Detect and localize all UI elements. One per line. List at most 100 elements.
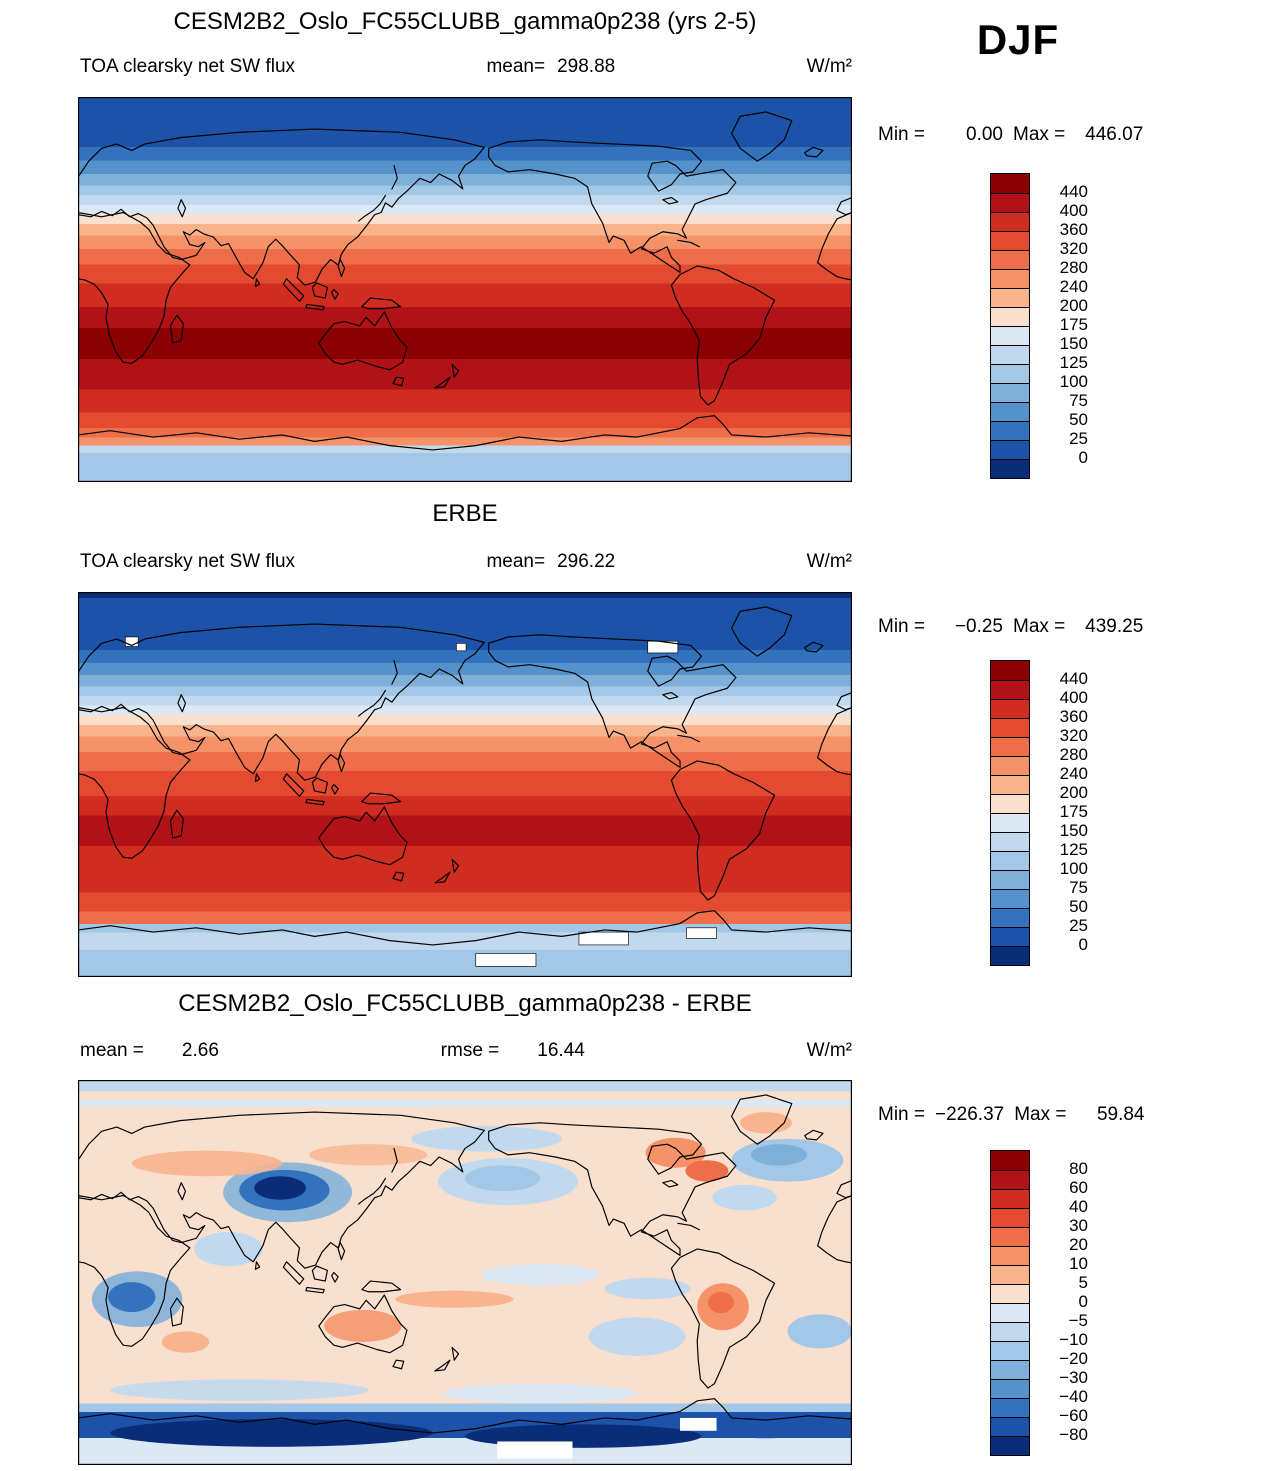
colorbar-tick-label: 0: [1078, 1292, 1088, 1311]
colorbar-cell: [991, 870, 1029, 889]
min-label: Min =: [878, 616, 925, 637]
colorbar-tick-label: 150: [1059, 821, 1088, 840]
panel-observations-title: ERBE: [432, 500, 498, 527]
model-map-svg: [78, 97, 852, 482]
colorbar-tick-label: 440: [1059, 669, 1088, 688]
observations-field: [78, 592, 852, 977]
colorbar-tick-label: 240: [1059, 277, 1088, 296]
colorbar-cell: [991, 1436, 1029, 1455]
max-value: 446.07: [1085, 124, 1144, 145]
colorbar-cell: [991, 402, 1029, 421]
colorbar-tick-label: 400: [1059, 201, 1088, 220]
model-field: [78, 97, 852, 482]
colorbar-tick-label: 75: [1069, 391, 1088, 410]
units-label: W/m²: [806, 1040, 852, 1061]
colorbar-tick-label: 280: [1059, 745, 1088, 764]
min-label: Min =: [878, 124, 925, 145]
colorbar-cell: [991, 908, 1029, 927]
colorbar-cell: [991, 1189, 1029, 1208]
colorbar-tick-label: 125: [1059, 840, 1088, 859]
colorbar-tick-label: 25: [1069, 429, 1088, 448]
colorbar-tick-label: 0: [1078, 448, 1088, 467]
colorbar-cell: [991, 383, 1029, 402]
colorbar-tick-label: 50: [1069, 897, 1088, 916]
season-label: DJF: [976, 16, 1060, 63]
panel-model-title: CESM2B2_Oslo_FC55CLUBB_gamma0p238 (yrs 2…: [173, 8, 757, 35]
difference-map: [78, 1080, 852, 1465]
colorbar-tick-label: 50: [1069, 410, 1088, 429]
colorbar-tick-label: 360: [1059, 220, 1088, 239]
colorbar-tick-label: 100: [1059, 372, 1088, 391]
colorbar-cell: [991, 775, 1029, 794]
colorbar-tick-label: 30: [1069, 1216, 1088, 1235]
colorbar-tick-label: 10: [1069, 1254, 1088, 1273]
panel-observations-stats-row: TOA clearsky net SW flux mean= 296.22 W/m…: [80, 551, 852, 573]
variable-label: TOA clearsky net SW flux: [80, 56, 296, 77]
colorbar-cell: [991, 1398, 1029, 1417]
units-label: W/m²: [806, 56, 852, 77]
model-colorbar: 440 400 360 320 280 240 200 175 150 125 100 75 50 25 0: [990, 173, 1110, 483]
min-value: −226.37: [935, 1104, 1005, 1125]
missing-data-patches: [124, 636, 717, 967]
colorbar-cell: [991, 946, 1029, 965]
colorbar-tick-label: 20: [1069, 1235, 1088, 1254]
min-label: Min =: [878, 1104, 925, 1125]
colorbar-cell: [991, 440, 1029, 459]
colorbar-tick-label: 240: [1059, 764, 1088, 783]
colorbar-tick-label: 25: [1069, 916, 1088, 935]
panel-difference-stats-row: mean = 2.66 rmse = 16.44 W/m²: [80, 1040, 852, 1062]
colorbar-cell: [991, 1303, 1029, 1322]
colorbar-cell: [991, 699, 1029, 718]
mean-value: 2.66: [181, 1040, 219, 1061]
colorbar-tick-label: 75: [1069, 878, 1088, 897]
colorbar-tick-label: 280: [1059, 258, 1088, 277]
mean-value: 298.88: [557, 56, 616, 77]
rmse-label: rmse =: [440, 1040, 500, 1061]
colorbar-cell: [991, 345, 1029, 364]
colorbar-cell: [991, 250, 1029, 269]
colorbar-tick-label: 175: [1059, 315, 1088, 334]
colorbar-tick-label: 320: [1059, 726, 1088, 745]
colorbar-cell: [991, 288, 1029, 307]
colorbar-cell: [991, 1265, 1029, 1284]
colorbar-cell: [991, 1284, 1029, 1303]
colorbar-cells: [990, 660, 1030, 966]
colorbar-tick-label: 0: [1078, 935, 1088, 954]
colorbar-cell: [991, 851, 1029, 870]
colorbar-cell: [991, 326, 1029, 345]
mean-value: 296.22: [557, 551, 616, 572]
observations-map-svg: [78, 592, 852, 977]
colorbar-cell: [991, 1341, 1029, 1360]
colorbar-cell: [991, 364, 1029, 383]
colorbar-tick-label: −80: [1059, 1425, 1088, 1444]
colorbar-tick-label: 320: [1059, 239, 1088, 258]
colorbar-tick-label: 200: [1059, 783, 1088, 802]
colorbar-cell: [991, 832, 1029, 851]
colorbar-cell: [991, 421, 1029, 440]
colorbar-cell: [991, 269, 1029, 288]
colorbar-tick-label: 60: [1069, 1178, 1088, 1197]
colorbar-tick-label: −10: [1059, 1330, 1088, 1349]
colorbar-cell: [991, 307, 1029, 326]
colorbar-cell: [991, 1417, 1029, 1436]
colorbar-cell: [991, 459, 1029, 478]
colorbar-cell: [991, 737, 1029, 756]
rmse-value: 16.44: [537, 1040, 585, 1061]
min-value: 0.00: [966, 124, 1003, 145]
colorbar-cell: [991, 1360, 1029, 1379]
difference-map-svg: [78, 1080, 852, 1465]
colorbar-cell: [991, 231, 1029, 250]
colorbar-tick-label: 5: [1078, 1273, 1088, 1292]
colorbar-cells: [990, 1150, 1030, 1456]
colorbar-tick-label: −30: [1059, 1368, 1088, 1387]
colorbar-cells: [990, 173, 1030, 479]
map-frame: [78, 97, 852, 482]
colorbar-cell: [991, 756, 1029, 775]
colorbar-cell: [991, 1246, 1029, 1265]
colorbar-cell: [991, 174, 1029, 193]
map-frame: [78, 592, 852, 977]
colorbar-tick-label: −5: [1068, 1311, 1088, 1330]
map-frame: [78, 1080, 852, 1465]
colorbar-tick-label: 400: [1059, 688, 1088, 707]
colorbar-cell: [991, 661, 1029, 680]
